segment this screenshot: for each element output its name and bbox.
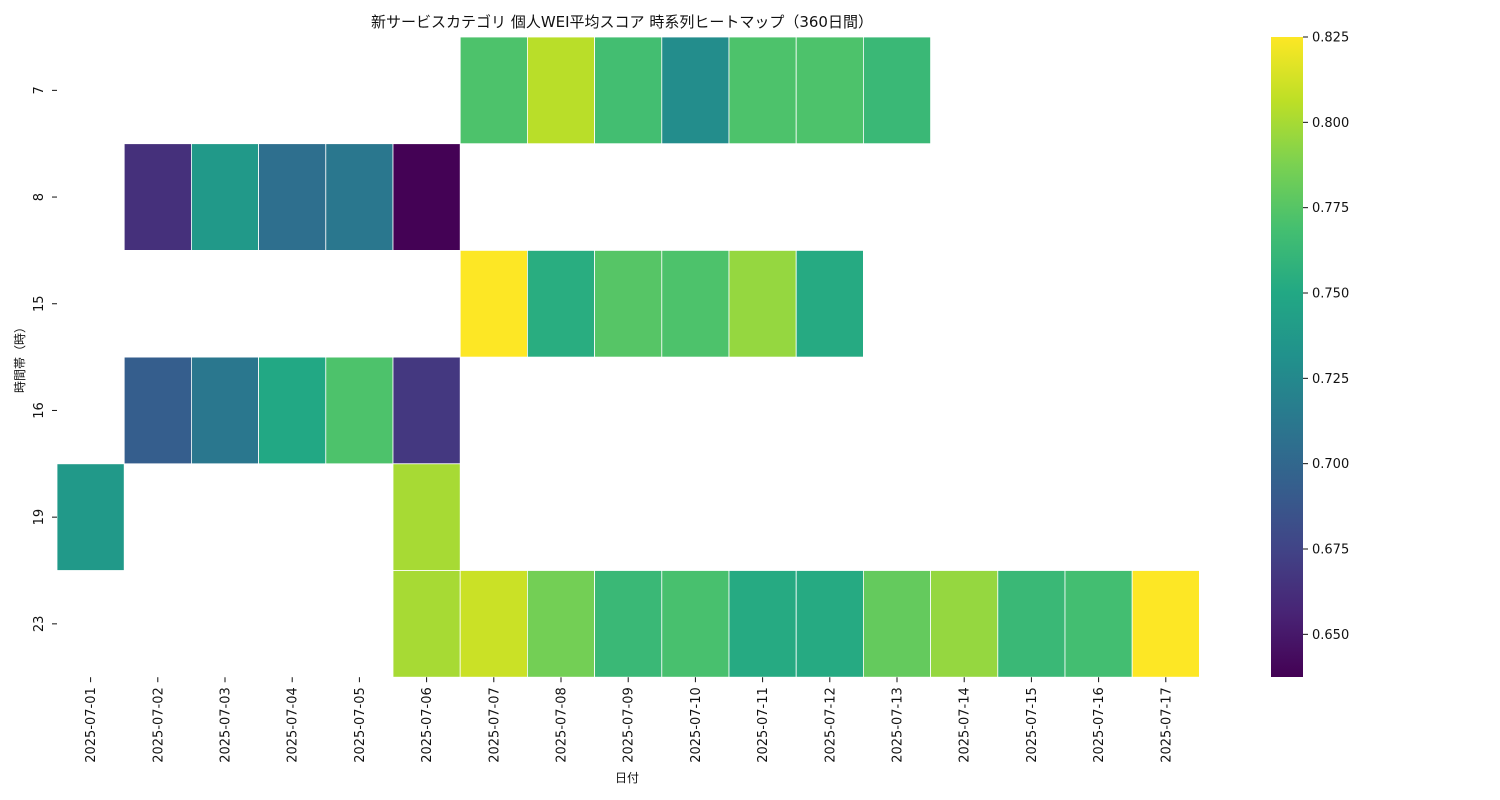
x-axis-label: 日付 xyxy=(615,771,639,785)
x-tick-label: 2025-07-01 xyxy=(84,687,99,763)
heatmap-cell-15-2025-07-09 xyxy=(594,249,663,358)
heatmap-cell-23-2025-07-10 xyxy=(661,570,730,678)
heatmap-cell-7-2025-07-07 xyxy=(459,36,528,145)
y-tick-label: 16 xyxy=(32,402,47,419)
x-tick-label: 2025-07-12 xyxy=(823,687,838,763)
x-tick-label: 2025-07-03 xyxy=(219,687,234,763)
x-tick-label: 2025-07-04 xyxy=(286,687,301,763)
heatmap-cell-8-2025-07-03 xyxy=(190,143,259,251)
heatmap-cell-15-2025-07-08 xyxy=(527,249,596,358)
heatmap-cell-7-2025-07-10 xyxy=(661,36,730,145)
heatmap-cell-15-2025-07-11 xyxy=(728,249,797,358)
x-tick-label: 2025-07-11 xyxy=(756,687,771,763)
heatmap-cell-23-2025-07-15 xyxy=(997,570,1066,678)
chart-title: 新サービスカテゴリ 個人WEI平均スコア 時系列ヒートマップ（360日間） xyxy=(371,13,873,31)
heatmap-cell-23-2025-07-16 xyxy=(1064,570,1133,678)
heatmap-cell-8-2025-07-02 xyxy=(123,143,192,251)
heatmap-cell-23-2025-07-17 xyxy=(1131,570,1200,678)
colorbar-ticks: 0.650 0.675 0.700 0.725 0.750 0.775 0.800 0.825 xyxy=(1303,31,1349,643)
x-axis-ticks: 2025-07-01 2025-07-02 2025-07-03 2025-07-04… xyxy=(84,677,1174,763)
heatmap-cell-19-2025-07-01 xyxy=(56,463,125,571)
y-axis-label: 時間帯（時） xyxy=(13,321,27,393)
x-tick-label: 2025-07-15 xyxy=(1025,687,1040,763)
heatmap-cell-19-2025-07-06 xyxy=(392,463,461,571)
y-tick-label: 19 xyxy=(32,509,47,526)
y-tick-label: 8 xyxy=(32,193,47,201)
heatmap-cell-15-2025-07-07 xyxy=(459,249,528,358)
heatmap-cell-8-2025-07-05 xyxy=(325,143,394,251)
heatmap-cell-15-2025-07-12 xyxy=(795,249,864,358)
colorbar-tick-label: 0.800 xyxy=(1312,116,1349,131)
colorbar-tick-label: 0.725 xyxy=(1312,372,1349,387)
heatmap-cell-16-2025-07-06 xyxy=(392,356,461,465)
y-tick-label: 15 xyxy=(32,295,47,312)
heatmap-cell-23-2025-07-13 xyxy=(863,570,932,678)
heatmap-cell-16-2025-07-03 xyxy=(190,356,259,465)
colorbar-tick-label: 0.825 xyxy=(1312,31,1349,46)
heatmap-cell-23-2025-07-14 xyxy=(930,570,999,678)
x-tick-label: 2025-07-07 xyxy=(487,687,502,763)
heatmap-cell-23-2025-07-06 xyxy=(392,570,461,678)
heatmap-cell-7-2025-07-11 xyxy=(728,36,797,145)
heatmap-cell-8-2025-07-06 xyxy=(392,143,461,251)
x-tick-label: 2025-07-16 xyxy=(1092,687,1107,763)
colorbar-tick-label: 0.675 xyxy=(1312,543,1349,558)
heatmap-cell-7-2025-07-12 xyxy=(795,36,864,145)
x-tick-label: 2025-07-13 xyxy=(891,687,906,763)
colorbar-tick-label: 0.750 xyxy=(1312,287,1349,302)
x-tick-label: 2025-07-06 xyxy=(420,687,435,763)
heatmap-cell-8-2025-07-04 xyxy=(258,143,327,251)
heatmap-cells xyxy=(56,36,1200,678)
heatmap-cell-23-2025-07-09 xyxy=(594,570,663,678)
colorbar xyxy=(1271,37,1303,677)
heatmap-cell-23-2025-07-12 xyxy=(795,570,864,678)
x-tick-label: 2025-07-14 xyxy=(958,687,973,763)
colorbar-tick-label: 0.775 xyxy=(1312,201,1349,216)
heatmap-cell-16-2025-07-02 xyxy=(123,356,192,465)
x-tick-label: 2025-07-08 xyxy=(555,687,570,763)
heatmap-cell-16-2025-07-04 xyxy=(258,356,327,465)
colorbar-tick-label: 0.650 xyxy=(1312,628,1349,643)
colorbar-tick-label: 0.700 xyxy=(1312,457,1349,472)
x-tick-label: 2025-07-05 xyxy=(353,687,368,763)
heatmap-cell-16-2025-07-05 xyxy=(325,356,394,465)
heatmap-cell-23-2025-07-07 xyxy=(459,570,528,678)
heatmap-cell-7-2025-07-08 xyxy=(527,36,596,145)
y-tick-label: 23 xyxy=(32,616,47,633)
heatmap-cell-23-2025-07-08 xyxy=(527,570,596,678)
heatmap-cell-7-2025-07-13 xyxy=(863,36,932,145)
heatmap-cell-15-2025-07-10 xyxy=(661,249,730,358)
y-axis-ticks: 7 8 15 16 19 23 xyxy=(32,86,57,632)
x-tick-label: 2025-07-02 xyxy=(151,687,166,763)
heatmap-cell-23-2025-07-11 xyxy=(728,570,797,678)
x-tick-label: 2025-07-17 xyxy=(1159,687,1174,763)
x-tick-label: 2025-07-10 xyxy=(689,687,704,763)
heatmap-cell-7-2025-07-09 xyxy=(594,36,663,145)
x-tick-label: 2025-07-09 xyxy=(622,687,637,763)
y-tick-label: 7 xyxy=(32,86,47,94)
